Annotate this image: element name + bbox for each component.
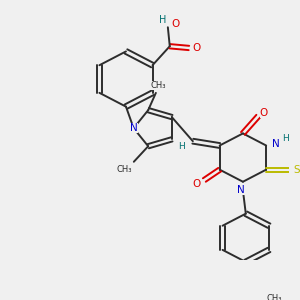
Text: H: H xyxy=(159,14,167,25)
Text: O: O xyxy=(171,19,180,29)
Text: N: N xyxy=(272,139,280,149)
Text: O: O xyxy=(260,108,268,118)
Text: N: N xyxy=(130,123,137,133)
Text: H: H xyxy=(282,134,289,143)
Text: H: H xyxy=(178,142,185,151)
Text: N: N xyxy=(237,185,245,195)
Text: S: S xyxy=(293,165,300,175)
Text: O: O xyxy=(193,43,201,53)
Text: CH₃: CH₃ xyxy=(267,294,282,300)
Text: CH₃: CH₃ xyxy=(116,165,132,174)
Text: O: O xyxy=(193,179,201,189)
Text: CH₃: CH₃ xyxy=(150,81,166,90)
